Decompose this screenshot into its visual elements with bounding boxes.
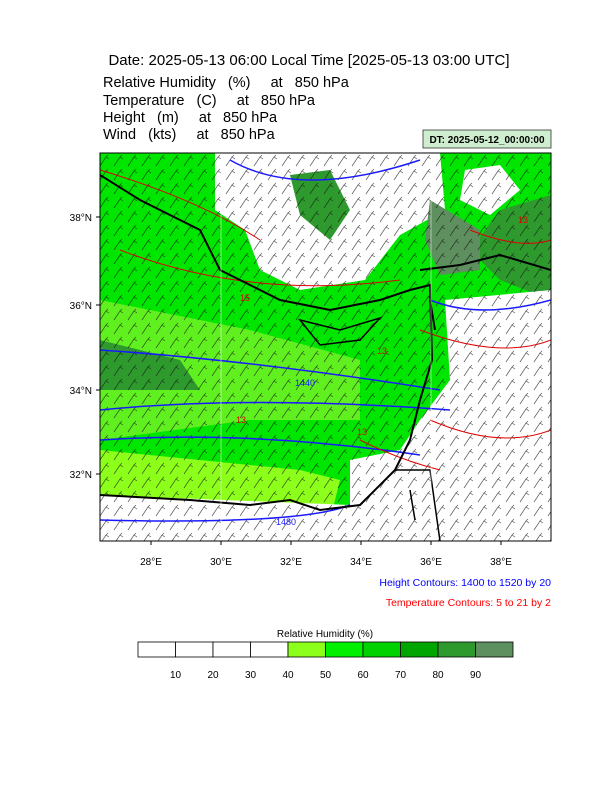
lon-label: 36°E: [420, 557, 442, 568]
lat-label: 34°N: [70, 386, 92, 397]
contour-label: 13: [377, 346, 387, 356]
title: Date: 2025-05-13 06:00 Local Time [2025-…: [108, 52, 509, 69]
axis-labels: 38°N 36°N 34°N 32°N 28°E 30°E 32°E 34°E 36°E 38°E: [70, 213, 513, 568]
colorbar-box: [212, 641, 251, 658]
colorbar-label: 30: [245, 670, 257, 681]
contour-label: 13: [236, 415, 246, 425]
colorbar-label: 20: [207, 670, 219, 681]
colorbar-box: [475, 641, 514, 658]
contour-labels: 1440 1480 15 13 13 13 13: [236, 215, 528, 527]
colorbar-box: [362, 641, 401, 658]
colorbar-label: 70: [395, 670, 407, 681]
dt-box: [422, 129, 552, 149]
contour-label: 1440: [295, 378, 315, 388]
colorbar: 10 20 30 40 50 60 70 80 90: [137, 641, 514, 681]
subtitle: Wind (kts) at 850 hPa: [103, 127, 276, 143]
lon-label: 32°E: [280, 557, 302, 568]
contour-label: 13: [518, 215, 528, 225]
colorbar-box: [287, 641, 326, 658]
lon-label: 34°E: [350, 557, 372, 568]
colorbar-label: 90: [470, 670, 482, 681]
colorbar-box: [400, 641, 439, 658]
contour-label: 15: [240, 293, 250, 303]
lat-label: 36°N: [70, 301, 92, 312]
height-caption: Height Contours: 1400 to 1520 by 20: [379, 577, 551, 589]
lon-label: 30°E: [210, 557, 232, 568]
map: [100, 153, 551, 541]
colorbar-box: [175, 641, 214, 658]
colorbar-label: 50: [320, 670, 332, 681]
colorbar-box: [325, 641, 364, 658]
lon-label: 38°E: [490, 557, 512, 568]
subtitle: Relative Humidity (%) at 850 hPa: [103, 75, 350, 91]
lon-label: 28°E: [140, 557, 162, 568]
temperature-caption: Temperature Contours: 5 to 21 by 2: [386, 597, 551, 609]
colorbar-label: 10: [170, 670, 182, 681]
colorbar-title: Relative Humidity (%): [277, 629, 373, 640]
subtitle: Temperature (C) at 850 hPa: [103, 93, 316, 109]
contour-label: 1480: [276, 517, 296, 527]
colorbar-box: [250, 641, 289, 658]
colorbar-box: [437, 641, 476, 658]
colorbar-label: 40: [282, 670, 294, 681]
contour-label: 13: [357, 427, 367, 437]
colorbar-label: 60: [357, 670, 369, 681]
lat-label: 32°N: [70, 470, 92, 481]
colorbar-label: 80: [432, 670, 444, 681]
subtitle: Height (m) at 850 hPa: [103, 110, 278, 126]
lat-label: 38°N: [70, 213, 92, 224]
map-frame: [99, 152, 552, 542]
colorbar-box: [137, 641, 176, 658]
dt-label: DT: 2025-05-12_00:00:00: [429, 135, 545, 146]
